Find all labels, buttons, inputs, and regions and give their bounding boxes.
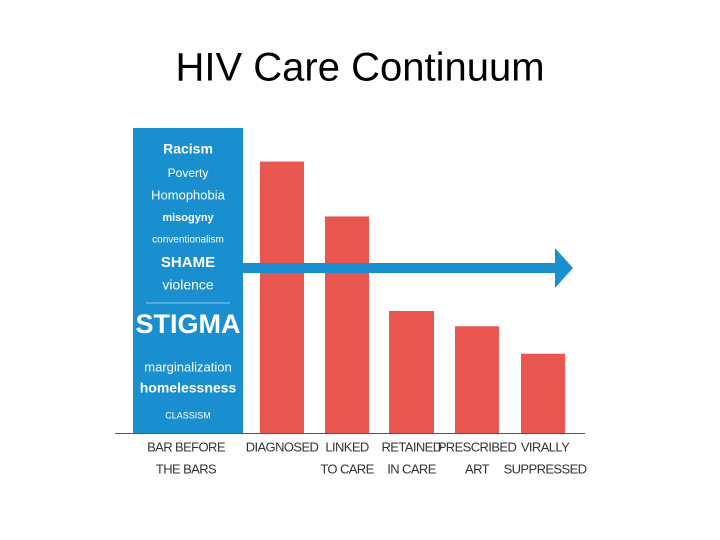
x-tick-label: VIRALLY bbox=[521, 439, 570, 454]
bar-word: violence bbox=[162, 277, 214, 293]
bar bbox=[260, 161, 304, 434]
bar-word: STIGMA bbox=[136, 309, 241, 339]
bar-word: conventionalism bbox=[152, 235, 224, 246]
bar-word: CLASSISM bbox=[165, 410, 211, 420]
bar-word: homelessness bbox=[140, 380, 237, 396]
bar bbox=[521, 353, 565, 433]
context-bar bbox=[133, 128, 243, 433]
category-labels: BAR BEFORE THE BARS DIAGNOSED LINKED TO CARE… bbox=[147, 439, 587, 476]
bar-word: SHAME bbox=[161, 254, 215, 271]
bar-word: Poverty bbox=[168, 166, 209, 180]
bar-word: marginalization bbox=[144, 359, 231, 374]
bar-words: Racism Poverty Homophobia misogyny conventio… bbox=[136, 141, 241, 421]
x-tick-label: DIAGNOSED bbox=[246, 439, 319, 454]
x-tick-label: LINKED bbox=[325, 439, 369, 454]
arrow-head bbox=[555, 248, 573, 288]
x-tick-label: PRESCRIBED bbox=[438, 439, 517, 454]
x-tick-label: BAR BEFORE bbox=[147, 439, 226, 454]
arrow-shaft bbox=[243, 263, 557, 273]
x-tick-label: RETAINED bbox=[382, 439, 442, 454]
bar-word: Racism bbox=[163, 141, 213, 157]
x-tick-label: ART bbox=[465, 461, 490, 476]
x-tick-label: IN CARE bbox=[387, 461, 436, 476]
slide-title: HIV Care Continuum bbox=[175, 46, 544, 90]
x-tick-label: TO CARE bbox=[320, 461, 374, 476]
bar bbox=[389, 311, 434, 433]
bar-word: Homophobia bbox=[151, 187, 225, 202]
bar-word: misogyny bbox=[162, 212, 214, 224]
bars bbox=[133, 128, 565, 434]
x-tick-label: THE BARS bbox=[156, 461, 217, 476]
bar bbox=[455, 326, 499, 433]
bar bbox=[325, 216, 369, 433]
x-tick-label: SUPPRESSED bbox=[504, 461, 587, 476]
